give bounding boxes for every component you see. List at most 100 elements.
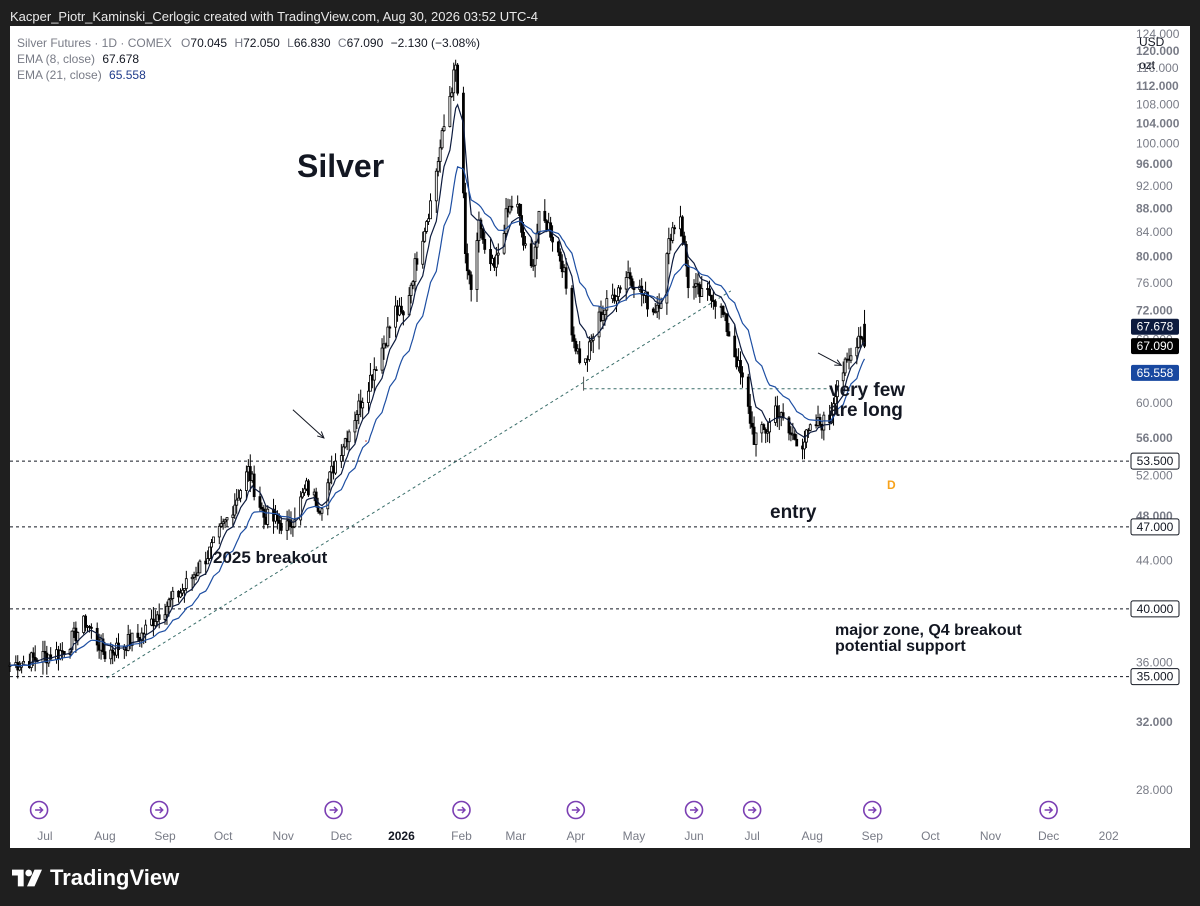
candle-body[interactable] [136, 632, 140, 638]
candle-body[interactable] [808, 424, 812, 431]
candle-body[interactable] [628, 272, 632, 280]
candle-body[interactable] [673, 227, 677, 230]
candle-body[interactable] [589, 339, 593, 343]
candle-body[interactable] [462, 92, 465, 194]
candle-body[interactable] [560, 260, 564, 273]
candle-body[interactable] [89, 626, 93, 629]
candle-body[interactable] [524, 243, 527, 246]
candle-body[interactable] [153, 621, 157, 627]
candle-body[interactable] [859, 335, 863, 339]
candle-body[interactable] [489, 249, 492, 265]
candle-body[interactable] [423, 231, 427, 242]
candle-body[interactable] [713, 301, 717, 307]
trendline[interactable] [106, 290, 732, 679]
level-badge[interactable] [1130, 452, 1180, 470]
candle-body[interactable] [401, 311, 405, 316]
candle-body[interactable] [463, 192, 467, 254]
candle-body[interactable] [475, 240, 479, 290]
candle-body[interactable] [103, 651, 107, 660]
candle-body[interactable] [686, 265, 690, 289]
candle-body[interactable] [597, 311, 601, 338]
candle-body[interactable] [328, 471, 332, 484]
candle-body[interactable] [494, 254, 498, 268]
candle-body[interactable] [646, 291, 649, 310]
candle-body[interactable] [448, 95, 452, 127]
candle-body[interactable] [781, 412, 785, 419]
candle-body[interactable] [163, 614, 167, 620]
ema21-legend[interactable]: EMA (21, close) 65.558 [17, 68, 146, 82]
candle-body[interactable] [564, 267, 568, 289]
candle-body[interactable] [95, 627, 99, 646]
candle-body[interactable] [849, 355, 853, 361]
candle-body[interactable] [442, 126, 446, 132]
candle-body[interactable] [380, 347, 384, 371]
candle-body[interactable] [233, 504, 237, 516]
candle-body[interactable] [836, 380, 839, 398]
candle-body[interactable] [803, 441, 806, 450]
candle-body[interactable] [208, 546, 211, 560]
candle-body[interactable] [320, 508, 324, 514]
candle-body[interactable] [529, 243, 533, 267]
price-axis[interactable] [1130, 26, 1190, 818]
candle-body[interactable] [456, 64, 460, 94]
candle-body[interactable] [617, 287, 620, 297]
candle-body[interactable] [289, 519, 293, 528]
candle-body[interactable] [543, 210, 547, 222]
candle-body[interactable] [49, 654, 53, 660]
candle-body[interactable] [754, 432, 758, 445]
candle-body[interactable] [603, 309, 607, 315]
candle-body[interactable] [84, 615, 87, 628]
candle-body[interactable] [415, 258, 419, 265]
candle-body[interactable] [518, 203, 522, 216]
candle-body[interactable] [262, 508, 266, 518]
candle-body[interactable] [285, 520, 289, 531]
candle-body[interactable] [372, 369, 376, 381]
candle-body[interactable] [130, 632, 134, 646]
candle-body[interactable] [225, 517, 229, 521]
currency-selector[interactable]: USD [1139, 35, 1165, 49]
candle-body[interactable] [624, 277, 628, 290]
candle-body[interactable] [386, 326, 390, 347]
candle-body[interactable] [347, 431, 351, 443]
candle-body[interactable] [299, 496, 303, 521]
candle-body[interactable] [587, 341, 591, 360]
candle-body[interactable] [219, 523, 223, 527]
candle-body[interactable] [775, 405, 779, 419]
candle-body[interactable] [680, 216, 684, 237]
candle-body[interactable] [427, 218, 430, 222]
candle-body[interactable] [235, 499, 239, 506]
candle-body[interactable] [741, 372, 744, 378]
candle-body[interactable] [572, 334, 576, 342]
candle-body[interactable] [239, 490, 242, 499]
candle-body[interactable] [467, 270, 471, 276]
candle-body[interactable] [374, 369, 378, 372]
candle-body[interactable] [711, 299, 715, 302]
ema8-legend[interactable]: EMA (8, close) 67.678 [17, 52, 139, 66]
candle-body[interactable] [438, 147, 442, 162]
candle-body[interactable] [789, 432, 793, 435]
candle-body[interactable] [394, 305, 398, 328]
candle-body[interactable] [111, 649, 115, 654]
candle-body[interactable] [822, 414, 826, 431]
candle-body[interactable] [692, 285, 696, 289]
candle-body[interactable] [452, 69, 456, 94]
candle-body[interactable] [481, 228, 485, 240]
candle-body[interactable] [605, 298, 609, 311]
candle-body[interactable] [721, 305, 725, 315]
candle-body[interactable] [601, 314, 605, 321]
candle-body[interactable] [400, 305, 403, 313]
candle-body[interactable] [279, 522, 283, 531]
candle-body[interactable] [223, 519, 227, 523]
candle-body[interactable] [465, 253, 469, 272]
candle-body[interactable] [303, 488, 306, 494]
candle-body[interactable] [190, 576, 194, 580]
candle-body[interactable] [665, 253, 669, 304]
candle-body[interactable] [793, 433, 797, 440]
candle-body[interactable] [367, 390, 370, 404]
candle-body[interactable] [248, 466, 252, 481]
candle-body[interactable] [181, 589, 184, 594]
candle-body[interactable] [727, 331, 731, 337]
candle-body[interactable] [510, 205, 514, 208]
price-badge[interactable] [1131, 318, 1179, 335]
candle-body[interactable] [429, 200, 432, 220]
